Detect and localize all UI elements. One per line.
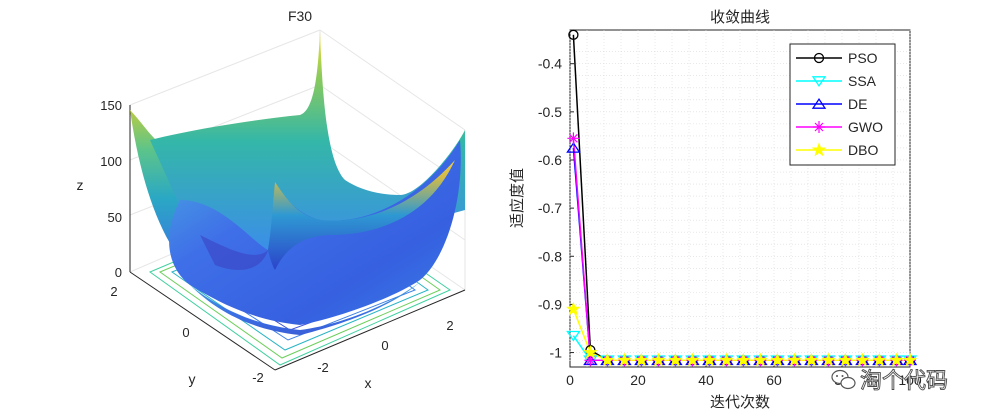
pso-marker xyxy=(813,52,825,64)
series-markers xyxy=(566,29,918,367)
y-axis-ticks: -2 0 2 xyxy=(110,284,263,385)
x-tick-label: 40 xyxy=(698,372,714,388)
legend-label: DBO xyxy=(848,142,878,158)
x-tick-label: 0 xyxy=(566,372,574,388)
dbo-marker xyxy=(634,352,649,367)
dbo-marker xyxy=(838,352,853,367)
dbo-marker xyxy=(855,352,870,367)
z-axis-ticks: 0 50 100 150 xyxy=(100,98,122,280)
y-tick-label: -1 xyxy=(550,345,563,361)
legend-label: DE xyxy=(848,96,867,112)
dbo-marker xyxy=(617,352,632,367)
x-axis-ticks: -2 0 2 xyxy=(317,318,453,375)
y-axis-label: 适应度值 xyxy=(508,168,526,228)
y-tick-label: 0 xyxy=(182,325,189,340)
y-tick-label: -0.6 xyxy=(538,152,562,168)
watermark: 淘个代码 xyxy=(831,369,948,394)
y-axis-label: y xyxy=(189,371,196,387)
x-tick-label: 2 xyxy=(446,318,453,333)
dbo-marker xyxy=(770,352,785,367)
watermark-text: 淘个代码 xyxy=(860,369,948,394)
dbo-marker xyxy=(872,352,887,367)
wechat-icon xyxy=(831,369,856,390)
dbo-marker xyxy=(753,352,768,367)
dbo-marker xyxy=(889,352,904,367)
convergence-chart: 020406080100 -0.4-0.5-0.6-0.7-0.8-0.9-1 … xyxy=(508,8,922,411)
x-tick-label: 100 xyxy=(898,372,922,388)
legend-label: SSA xyxy=(848,73,877,89)
y-tick-label: 2 xyxy=(110,284,117,299)
surface-title: F30 xyxy=(288,8,312,24)
dbo-marker xyxy=(651,352,666,367)
legend-label: PSO xyxy=(848,50,878,66)
y-tick-label: -0.8 xyxy=(538,248,562,264)
de-marker xyxy=(566,141,581,153)
chart-title: 收敛曲线 xyxy=(710,8,770,26)
pso-marker xyxy=(568,29,579,40)
ssa-marker xyxy=(566,330,581,342)
gwo-marker xyxy=(813,121,825,133)
surface xyxy=(130,32,465,335)
x-tick-label: -2 xyxy=(317,360,329,375)
de-marker xyxy=(811,98,827,109)
z-tick-label: 0 xyxy=(115,265,122,280)
dbo-marker xyxy=(583,344,598,359)
dbo-marker xyxy=(600,352,615,367)
legend-label: GWO xyxy=(848,119,883,135)
dbo-marker xyxy=(702,352,717,367)
y-axis-ticks: -0.4 -0.5 -0.6 -0.7 -0.8 -0.9 -1 xyxy=(538,56,562,361)
grid xyxy=(569,30,911,367)
z-tick-label: 150 xyxy=(100,98,122,113)
y-tick-label: -2 xyxy=(252,370,264,385)
dbo-marker xyxy=(668,352,683,367)
dbo-marker xyxy=(736,352,751,367)
y-tick-label: -0.9 xyxy=(538,296,562,312)
gwo-marker xyxy=(584,354,597,367)
y-tick-label: -0.4 xyxy=(538,56,562,72)
axis-lines xyxy=(129,105,466,371)
x-tick-label: 0 xyxy=(381,338,388,353)
dbo-marker xyxy=(902,352,918,367)
y-tick-label: -0.5 xyxy=(538,104,562,120)
legend: PSO SSA DE GWO DBO xyxy=(789,43,896,166)
x-tick-label: 60 xyxy=(766,372,782,388)
x-tick-label: 20 xyxy=(630,372,646,388)
y-tick-label: -0.7 xyxy=(538,200,562,216)
dbo-marker xyxy=(685,352,700,367)
z-tick-label: 100 xyxy=(100,154,122,169)
x-axis-label: 迭代次数 xyxy=(710,393,770,411)
dbo-marker xyxy=(821,352,836,367)
dbo-marker xyxy=(787,352,802,367)
gwo-marker xyxy=(567,132,580,145)
surface-chart: F30 0 50 100 150 -2 0 2 -2 0 2 z y x xyxy=(77,8,466,391)
dbo-marker xyxy=(719,352,734,367)
ssa-marker xyxy=(811,76,827,87)
dbo-marker xyxy=(566,301,581,316)
z-axis-label: z xyxy=(77,177,84,193)
dbo-marker xyxy=(811,142,827,157)
dbo-marker xyxy=(804,352,819,367)
x-axis-label: x xyxy=(365,375,372,391)
z-tick-label: 50 xyxy=(108,210,122,225)
